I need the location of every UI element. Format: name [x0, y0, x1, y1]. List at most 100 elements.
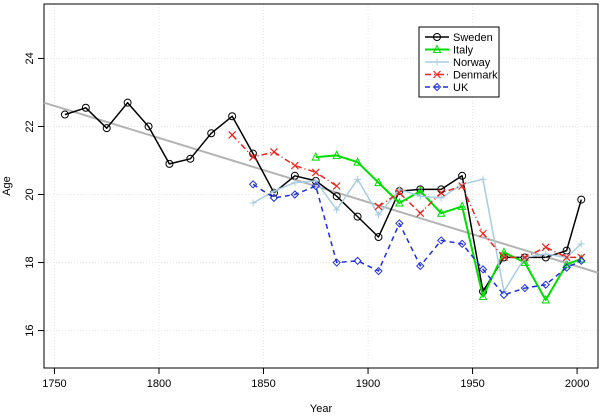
y-tick-label: 22 — [24, 120, 36, 132]
x-tick-label: 2000 — [565, 378, 589, 390]
data-point-norway — [333, 206, 341, 214]
data-point-uk — [499, 290, 509, 300]
data-point-norway — [395, 185, 403, 193]
x-axis-title: Year — [310, 403, 333, 415]
y-tick-label: 20 — [24, 188, 36, 200]
series-line-uk — [252, 183, 582, 296]
series-line-sweden — [64, 101, 583, 293]
data-point-sweden — [123, 98, 132, 107]
data-point-denmark — [562, 253, 571, 262]
data-point-italy — [436, 208, 446, 217]
data-point-denmark — [416, 209, 425, 218]
data-point-norway — [270, 187, 278, 195]
x-tick-label: 1750 — [42, 378, 66, 390]
data-point-uk — [478, 265, 488, 274]
data-point-norway — [291, 179, 299, 187]
data-point-norway — [542, 250, 550, 258]
data-point-denmark — [458, 182, 467, 190]
legend-label-denmark: Denmark — [453, 70, 498, 82]
legend-label-norway: Norway — [453, 57, 491, 69]
data-point-uk — [353, 256, 362, 266]
y-tick-label: 16 — [24, 324, 36, 336]
data-point-italy — [311, 151, 321, 161]
data-point-italy — [541, 294, 551, 304]
data-point-italy — [499, 247, 509, 256]
legend-label-uk: UK — [453, 82, 469, 94]
data-point-sweden — [81, 103, 90, 112]
axes: 1750 1800 1850 1900 1950 2000 16 18 20 22 24 — [24, 52, 589, 390]
data-point-denmark — [249, 153, 257, 162]
data-point-norway — [374, 211, 382, 219]
series-sweden — [60, 98, 586, 296]
data-point-denmark — [228, 131, 237, 139]
data-point-italy — [562, 259, 571, 268]
data-point-uk — [457, 239, 467, 249]
x-tick-label: 1950 — [460, 378, 484, 390]
grid — [44, 4, 598, 368]
data-point-denmark — [374, 202, 383, 211]
legend-label-sweden: Sweden — [453, 32, 493, 44]
data-point-denmark — [520, 253, 529, 262]
legend-marker-sweden — [433, 33, 441, 41]
data-point-norway — [249, 199, 257, 207]
x-tick-label: 1850 — [251, 378, 275, 390]
data-point-uk — [374, 266, 383, 276]
data-point-uk — [520, 283, 530, 293]
data-point-sweden — [353, 212, 362, 221]
data-point-denmark — [541, 243, 550, 252]
y-tick-label: 18 — [24, 256, 36, 268]
data-point-italy — [478, 291, 488, 301]
data-point-sweden — [577, 195, 586, 204]
legend-marker-uk — [432, 82, 442, 92]
data-point-uk — [562, 263, 571, 272]
data-point-uk — [395, 219, 404, 228]
data-point-italy — [374, 177, 383, 187]
legend-marker-italy — [432, 44, 442, 53]
data-point-uk — [541, 280, 550, 289]
data-point-denmark — [270, 148, 278, 156]
data-point-denmark — [290, 161, 299, 170]
data-point-norway — [577, 240, 585, 248]
data-point-sweden — [207, 129, 216, 138]
data-point-uk — [269, 193, 279, 203]
data-point-uk — [248, 180, 258, 189]
legend-marker-norway — [433, 58, 441, 66]
data-point-italy — [457, 201, 467, 210]
series-uk — [248, 180, 586, 300]
data-point-norway — [354, 175, 362, 183]
data-point-norway — [479, 175, 487, 183]
data-point-denmark — [311, 168, 320, 177]
data-point-uk — [577, 256, 586, 266]
data-point-uk — [290, 190, 300, 199]
data-point-denmark — [500, 253, 508, 262]
y-tick-label: 24 — [24, 52, 36, 64]
data-point-sweden — [165, 159, 174, 168]
data-point-sweden — [228, 112, 237, 121]
data-point-sweden — [144, 122, 153, 131]
legend-marker-denmark — [433, 70, 441, 79]
x-tick-label: 1900 — [356, 378, 380, 390]
series-norway — [249, 175, 585, 295]
legend-label-italy: Italy — [453, 45, 474, 57]
data-point-italy — [353, 157, 362, 166]
data-point-uk — [437, 236, 446, 245]
data-point-sweden — [186, 154, 195, 163]
data-point-denmark — [437, 188, 446, 197]
data-point-italy — [395, 197, 404, 207]
data-point-norway — [416, 192, 424, 200]
data-point-norway — [312, 177, 320, 185]
data-point-italy — [520, 257, 530, 267]
data-point-sweden — [60, 110, 69, 119]
series-denmark — [228, 131, 586, 262]
data-point-uk — [416, 261, 425, 271]
series-layer — [60, 98, 586, 304]
plot-area-border — [43, 3, 599, 369]
data-point-norway — [437, 194, 445, 202]
data-point-sweden — [332, 192, 341, 201]
data-point-italy — [332, 150, 341, 159]
y-axis-title: Age — [1, 176, 13, 196]
data-point-denmark — [395, 188, 404, 197]
x-tick-label: 1800 — [147, 378, 171, 390]
